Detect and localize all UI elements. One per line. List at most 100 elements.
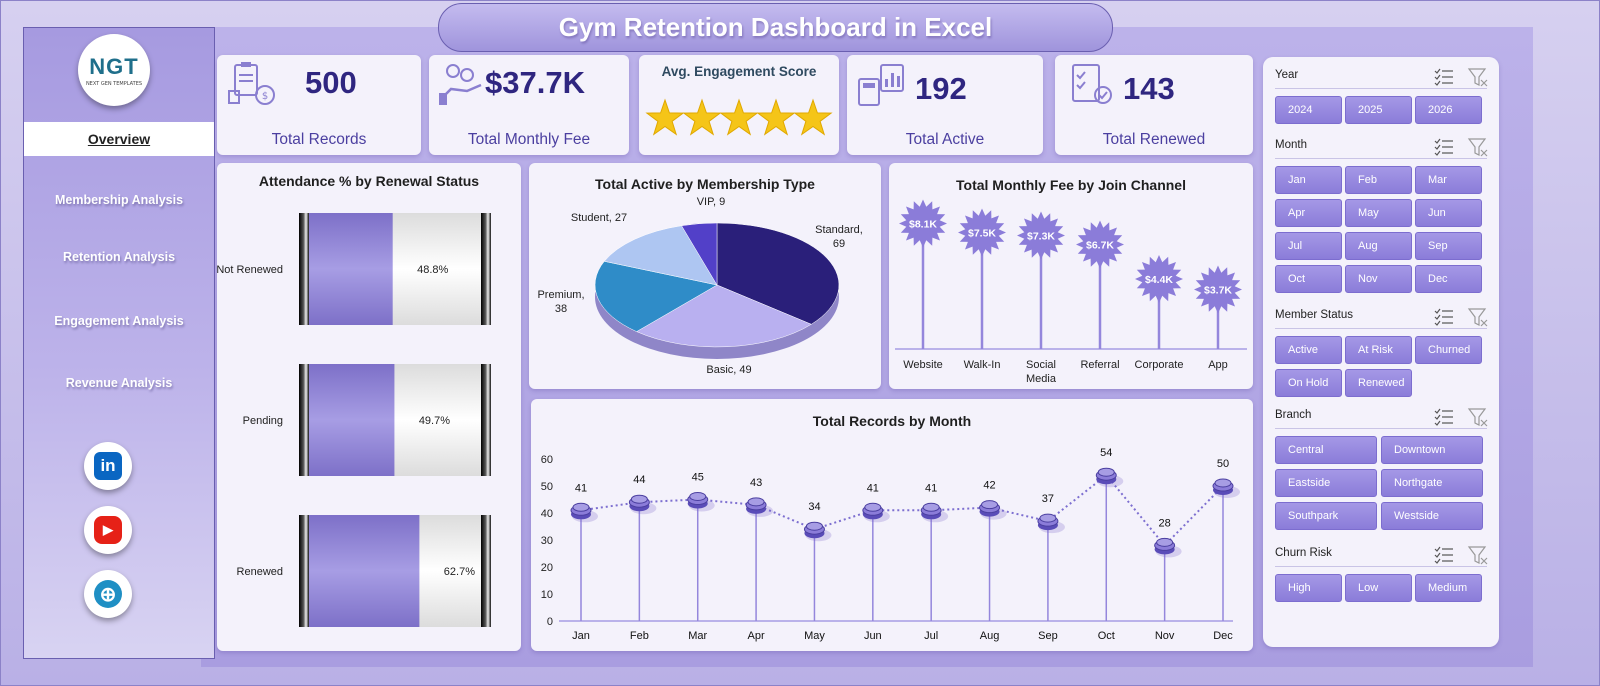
data-label: 45 (692, 472, 704, 484)
slicer-option-feb[interactable]: Feb (1345, 166, 1412, 194)
coin-marker (1095, 467, 1124, 488)
multi-select-icon[interactable] (1433, 407, 1455, 427)
kpi-label: Total Records (271, 131, 367, 148)
chart-title: Total Monthly Fee by Join Channel (956, 177, 1186, 193)
y-tick-label: 40 (541, 508, 553, 520)
slicer-option-2025[interactable]: 2025 (1345, 96, 1412, 124)
data-label: 50 (1217, 458, 1229, 470)
coin-marker (745, 497, 774, 517)
slicer-option-2026[interactable]: 2026 (1415, 96, 1482, 124)
category-label: App (1208, 359, 1228, 371)
data-label: 41 (575, 482, 587, 494)
slicer-option-at-risk[interactable]: At Risk (1345, 336, 1412, 364)
x-tick-label: Apr (748, 630, 765, 642)
data-label: $6.7K (1086, 240, 1114, 252)
slicer-label: Month (1275, 139, 1307, 151)
slicer-option-medium[interactable]: Medium (1415, 574, 1482, 602)
slicer-option-may[interactable]: May (1345, 199, 1412, 227)
data-label: 42 (983, 480, 995, 492)
slicer-option-active[interactable]: Active (1275, 336, 1342, 364)
category-label: Website (903, 359, 943, 371)
slicer-option-jan[interactable]: Jan (1275, 166, 1342, 194)
slicer-option-jul[interactable]: Jul (1275, 232, 1342, 260)
data-label: Student, 27 (571, 212, 627, 224)
slicer-option-apr[interactable]: Apr (1275, 199, 1342, 227)
slicer-option-southpark[interactable]: Southpark (1275, 502, 1377, 530)
pie-slice (603, 225, 718, 286)
clear-filter-icon[interactable] (1467, 407, 1489, 427)
nav-membership-analysis[interactable]: Membership Analysis (54, 193, 184, 207)
nav-retention-analysis[interactable]: Retention Analysis (62, 250, 176, 264)
multi-select-icon[interactable] (1433, 137, 1455, 157)
multi-select-icon[interactable] (1433, 545, 1455, 565)
chart-records-by-month: Total Records by Month 0 10 20 30 40 50 60 41 Ja… (531, 399, 1253, 651)
data-label: $7.5K (968, 228, 996, 240)
linkedin-button[interactable]: in (84, 442, 132, 490)
data-label: $4.4K (1145, 274, 1173, 286)
y-tick-label: 30 (541, 535, 553, 547)
pie-slice (681, 222, 718, 286)
logo: NGT NEXT GEN TEMPLATES (78, 34, 150, 106)
slicer-option-sep[interactable]: Sep (1415, 232, 1482, 260)
data-label: 37 (1042, 493, 1054, 505)
category-label: Renewed (237, 566, 283, 578)
kpi-value: $37.7K (485, 65, 585, 100)
linkedin-icon: in (94, 452, 122, 480)
data-label: 41 (867, 482, 879, 494)
slicer-label: Churn Risk (1275, 547, 1332, 559)
star-icon (793, 98, 833, 136)
attendance-bars: Not Renewed 48.8% Pending 49.7% Renewed 62.7% (217, 213, 491, 627)
kpi-total-records: $ 500 Total Records (217, 55, 421, 155)
x-tick-label: Oct (1098, 630, 1115, 642)
clear-filter-icon[interactable] (1467, 307, 1489, 327)
x-tick-label: Feb (630, 630, 649, 642)
slicer-option-on-hold[interactable]: On Hold (1275, 369, 1342, 397)
nav-engagement-analysis[interactable]: Engagement Analysis (54, 314, 184, 328)
bar (299, 364, 395, 476)
website-button[interactable]: ⊕ (84, 570, 132, 618)
slicer-option-westside[interactable]: Westside (1381, 502, 1483, 530)
multi-select-icon[interactable] (1433, 67, 1455, 87)
bar-cap-left (299, 213, 309, 325)
coin-marker (862, 502, 890, 523)
slicer-option-jun[interactable]: Jun (1415, 199, 1482, 227)
bar (299, 213, 393, 325)
multi-select-icon[interactable] (1433, 307, 1455, 327)
chart-join-channel: Total Monthly Fee by Join Channel $8.1K W… (889, 163, 1253, 389)
data-label: Premium, 38 (537, 289, 584, 315)
slicer-option-downtown[interactable]: Downtown (1381, 436, 1483, 464)
clear-filter-icon[interactable] (1467, 137, 1489, 157)
slicer-option-nov[interactable]: Nov (1345, 265, 1412, 293)
coin-marker (570, 502, 598, 523)
nav-revenue-analysis[interactable]: Revenue Analysis (65, 376, 173, 390)
slicer-option-dec[interactable]: Dec (1415, 265, 1482, 293)
nav-overview[interactable]: Overview (24, 122, 214, 156)
youtube-button[interactable]: ▶ (84, 506, 132, 554)
slicer-option-northgate[interactable]: Northgate (1381, 469, 1483, 497)
slicer-option-high[interactable]: High (1275, 574, 1342, 602)
y-tick-label: 60 (541, 454, 553, 466)
data-label: 34 (808, 501, 820, 513)
slicer-label: Member Status (1275, 309, 1353, 321)
kpi-engagement-score: Avg. Engagement Score (639, 55, 839, 155)
slicer-option-eastside[interactable]: Eastside (1275, 469, 1377, 497)
slicer-option-low[interactable]: Low (1345, 574, 1412, 602)
clear-filter-icon[interactable] (1467, 67, 1489, 87)
clear-filter-icon[interactable] (1467, 545, 1489, 565)
chart-title: Total Active by Membership Type (595, 176, 815, 192)
slicer-option-aug[interactable]: Aug (1345, 232, 1412, 260)
slicer-option-churned[interactable]: Churned (1415, 336, 1482, 364)
slicer-header-year: Year (1275, 67, 1489, 89)
slicer-header-branch: Branch (1275, 407, 1489, 429)
slicer-option-renewed[interactable]: Renewed (1345, 369, 1412, 397)
slicer-option-mar[interactable]: Mar (1415, 166, 1482, 194)
coin-marker (1154, 537, 1182, 558)
chart-attendance: Attendance % by Renewal Status Not Renew… (217, 163, 521, 651)
slicer-option-oct[interactable]: Oct (1275, 265, 1342, 293)
slicer-option-central[interactable]: Central (1275, 436, 1377, 464)
pie-slice (636, 284, 812, 348)
title-banner: Gym Retention Dashboard in Excel (438, 3, 1113, 52)
data-label: 49.7% (419, 415, 450, 427)
slicer-option-2024[interactable]: 2024 (1275, 96, 1342, 124)
